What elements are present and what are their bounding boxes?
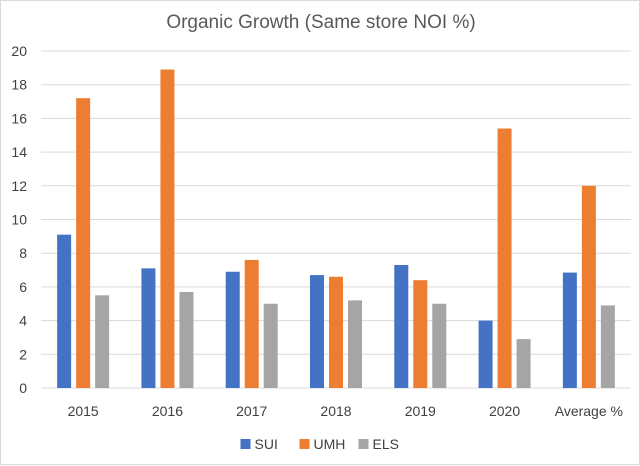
- y-tick-label: 2: [19, 346, 27, 362]
- chart-title: Organic Growth (Same store NOI %): [166, 12, 475, 33]
- legend-item-umh: UMH: [299, 436, 346, 452]
- bar-umh: [244, 259, 259, 388]
- bar-sui: [141, 268, 156, 388]
- y-tick-label: 6: [19, 279, 27, 295]
- bar-umh: [329, 276, 343, 388]
- gridlines: [41, 50, 631, 389]
- x-tick-label: 2018: [320, 403, 351, 419]
- y-tick-label: 18: [11, 77, 27, 93]
- y-tick-label: 8: [19, 245, 27, 261]
- bar-els: [600, 305, 615, 388]
- bar-els: [516, 339, 531, 388]
- bar-sui: [562, 272, 577, 388]
- bar-umh: [581, 185, 596, 388]
- x-tick-label: Average %: [555, 403, 623, 419]
- bar-els: [95, 295, 110, 388]
- bar-els: [179, 291, 194, 388]
- x-tick-label: 2017: [236, 403, 267, 419]
- y-tick-label: 16: [11, 110, 27, 126]
- bar-sui: [225, 271, 240, 388]
- legend-swatch: [358, 439, 369, 449]
- legend-label: SUI: [255, 436, 278, 452]
- x-tick-label: 2020: [489, 403, 520, 419]
- bar-umh: [497, 128, 512, 388]
- bar-els: [432, 303, 447, 388]
- y-tick-label: 20: [11, 43, 27, 59]
- legend: SUI UMH ELS: [240, 436, 399, 452]
- bar-umh: [413, 280, 428, 388]
- y-tick-label: 14: [11, 144, 27, 160]
- legend-swatch: [240, 439, 251, 449]
- x-tick-label: 2015: [68, 403, 99, 419]
- y-tick-label: 0: [19, 380, 27, 396]
- legend-swatch: [299, 439, 310, 449]
- bar-sui: [394, 264, 409, 388]
- legend-label: ELS: [373, 436, 399, 452]
- x-tick-label: 2019: [405, 403, 436, 419]
- bars: [57, 69, 615, 389]
- legend-item-els: ELS: [358, 436, 399, 452]
- y-tick-label: 10: [11, 212, 27, 228]
- bar-sui: [310, 275, 324, 388]
- x-axis-ticks: 2015 2016 2017 2018 2019 2020 Average %: [68, 403, 623, 419]
- x-tick-label: 2016: [152, 403, 183, 419]
- legend-item-sui: SUI: [240, 436, 278, 452]
- bar-els: [348, 300, 362, 388]
- bar-umh: [76, 98, 91, 389]
- y-tick-label: 12: [11, 178, 27, 194]
- y-axis-ticks: 0 2 4 6 8 10 12 14 16 18 20: [11, 43, 27, 396]
- legend-label: UMH: [314, 436, 346, 452]
- bar-umh: [160, 69, 175, 388]
- bar-sui: [478, 320, 493, 388]
- y-tick-label: 4: [19, 313, 27, 329]
- bar-sui: [57, 234, 72, 388]
- bar-els: [263, 303, 278, 388]
